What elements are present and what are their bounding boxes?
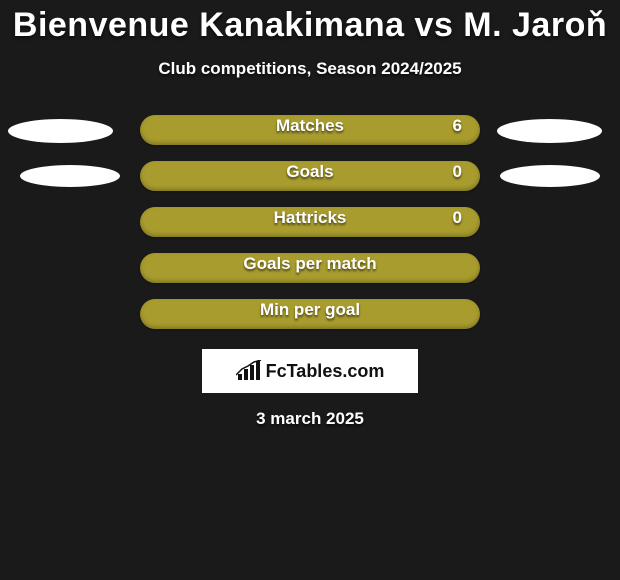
stat-value: 0 [453,162,462,182]
stat-row: Matches 6 [0,107,620,153]
stat-bar [140,299,480,329]
stat-row: Min per goal [0,291,620,337]
stat-bar [140,207,480,237]
fctables-logo: FcTables.com [202,349,418,393]
stat-bar [140,115,480,145]
stat-row: Goals 0 [0,153,620,199]
stat-row: Goals per match [0,245,620,291]
logo-text: FcTables.com [266,361,385,382]
stat-bar [140,161,480,191]
comparison-chart: Matches 6 Goals 0 Hattricks 0 Goals per … [0,107,620,337]
stat-value: 0 [453,208,462,228]
snapshot-date: 3 march 2025 [0,409,620,429]
stat-value: 6 [453,116,462,136]
page-title: Bienvenue Kanakimana vs M. Jaroň [0,0,620,45]
stat-row: Hattricks 0 [0,199,620,245]
bar-chart-icon [236,360,262,382]
stat-bar [140,253,480,283]
page-subtitle: Club competitions, Season 2024/2025 [0,59,620,79]
